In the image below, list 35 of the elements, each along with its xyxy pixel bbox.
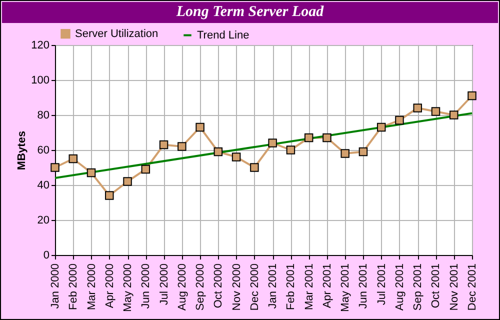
y-tick-label: 60 — [37, 144, 50, 156]
x-tick-label: Dec 2000 — [248, 264, 261, 311]
x-tick-label: Feb 2000 — [68, 264, 80, 310]
x-tick-label: Aug 2000 — [176, 264, 188, 311]
legend-label: Server Utilization — [75, 28, 158, 40]
x-tick-label: Jan 2000 — [50, 264, 62, 309]
x-tick-label: Feb 2001 — [285, 264, 298, 310]
x-tick-label: Jul 2001 — [376, 264, 388, 306]
x-tick-label: Jul 2000 — [158, 264, 170, 306]
x-tick-label: Apr 2001 — [321, 264, 334, 308]
x-tick-label: Sep 2000 — [194, 264, 207, 311]
y-tick-label: 20 — [37, 214, 50, 226]
x-tick-label: May 2001 — [340, 264, 352, 312]
y-tick-label: 40 — [37, 180, 50, 192]
y-tick-label: 80 — [37, 110, 50, 122]
x-tick-label: Jun 2001 — [358, 264, 370, 309]
x-tick-label: Oct 2001 — [430, 264, 442, 308]
x-tick-label: Nov 2000 — [230, 264, 243, 311]
y-tick-label: 120 — [31, 40, 50, 52]
x-tick-label: Mar 2000 — [86, 264, 98, 310]
x-tick-label: Sep 2001 — [412, 264, 424, 311]
x-tick-label: Apr 2000 — [104, 264, 116, 308]
legend-label: Trend Line — [197, 29, 250, 42]
chart-title: Long Term Server Load — [2, 2, 498, 23]
y-axis-title: MBytes — [16, 130, 28, 170]
x-tick-label: Jun 2000 — [140, 264, 152, 309]
x-tick-label: May 2000 — [122, 264, 134, 312]
x-tick-label: Mar 2001 — [303, 264, 316, 310]
x-tick-label: Jan 2001 — [267, 264, 280, 309]
x-tick-label: Aug 2001 — [394, 264, 406, 311]
y-tick-label: 100 — [31, 74, 50, 86]
y-tick-label: 0 — [43, 250, 50, 262]
x-tick-label: Nov 2001 — [448, 264, 460, 311]
x-tick-label: Oct 2000 — [212, 264, 225, 308]
x-tick-label: Dec 2001 — [466, 264, 478, 311]
